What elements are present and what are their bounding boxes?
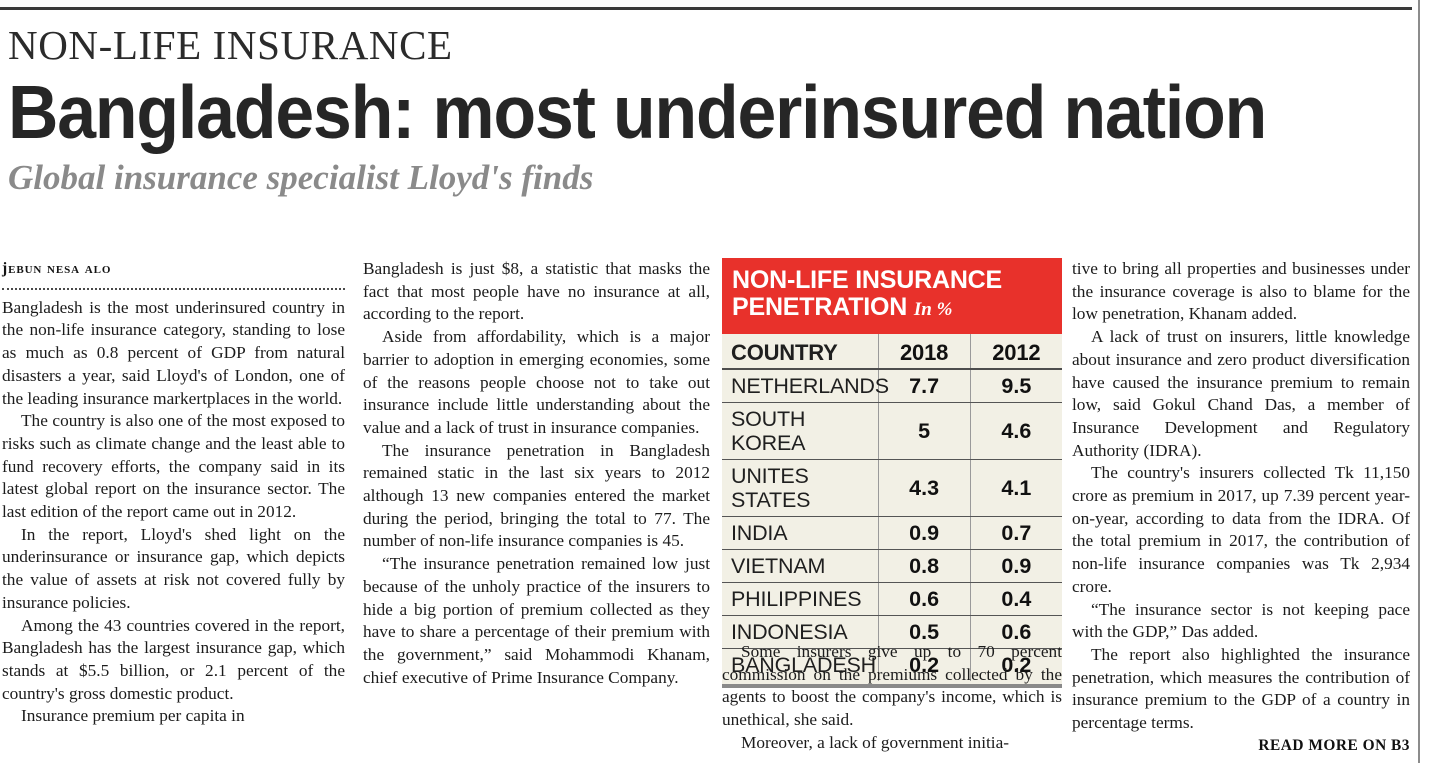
table-body: NETHERLANDS 7.7 9.5 SOUTH KOREA 5 4.6 UN… [722, 369, 1062, 681]
article-masthead: NON-LIFE INSURANCE Bangladesh: most unde… [8, 22, 1408, 198]
right-page-rule [1418, 0, 1420, 763]
table-footer-rule [722, 684, 1062, 688]
cell-2018: 0.6 [877, 582, 971, 616]
paragraph: The report also highlighted the insuranc… [1072, 644, 1410, 733]
cell-country: UNITES STATES [722, 459, 878, 517]
article-subhead: Global insurance specialist Lloyd's find… [8, 158, 594, 197]
table-unit-label: In % [913, 299, 953, 320]
table-row: PHILIPPINES 0.6 0.4 [722, 582, 1062, 616]
cell-2012: 0.9 [969, 549, 1062, 583]
paragraph: The country is also one of the most expo… [2, 411, 345, 522]
paragraph: Aside from affordability, which is a maj… [363, 327, 710, 437]
table-row: BANGLADESH 0.2 0.2 [722, 648, 1062, 681]
table-row: SOUTH KOREA 5 4.6 [722, 402, 1062, 460]
cell-country: INDIA [722, 516, 878, 550]
paragraph: The insurance penetration in Bangladesh … [363, 440, 710, 551]
table-header-row: COUNTRY 2018 2012 [722, 334, 1062, 370]
cell-2012: 4.6 [969, 402, 1062, 460]
paragraph: “The insurance sector is not keeping pac… [1072, 599, 1410, 642]
text-column-1: Jebun Nesa Alo Bangladesh is the most un… [2, 258, 345, 728]
paragraph: tive to bring all properties and busines… [1072, 259, 1410, 324]
table-row: NETHERLANDS 7.7 9.5 [722, 369, 1062, 403]
cell-2018: 4.3 [877, 459, 971, 517]
cell-2018: 7.7 [877, 369, 971, 403]
top-divider-rule [0, 7, 1412, 10]
cell-country: NETHERLANDS [722, 369, 889, 403]
read-more-link[interactable]: READ MORE ON B3 [1258, 736, 1410, 754]
cell-2012: 9.5 [969, 369, 1062, 403]
cell-country: VIETNAM [722, 549, 878, 583]
article-body: Jebun Nesa Alo Bangladesh is the most un… [0, 258, 1415, 758]
table-row: INDONESIA 0.5 0.6 [722, 615, 1062, 649]
byline-divider [2, 287, 345, 290]
table-row: UNITES STATES 4.3 4.1 [722, 459, 1062, 517]
cell-2012: 4.1 [969, 459, 1062, 517]
cell-2018: 0.5 [877, 615, 971, 649]
cell-2012: 0.4 [969, 582, 1062, 616]
table-title-line-1: NON-LIFE INSURANCE [732, 266, 1003, 294]
cell-country: INDONESIA [722, 615, 878, 649]
cell-2018: 0.2 [877, 648, 971, 681]
penetration-table-card: NON-LIFE INSURANCE PENETRATION In % COUN… [722, 258, 1062, 688]
byline: Jebun Nesa Alo [2, 260, 112, 277]
paragraph: Among the 43 countries covered in the re… [2, 615, 345, 703]
column-header-2018: 2018 [877, 334, 971, 370]
table-row: INDIA 0.9 0.7 [722, 516, 1062, 550]
cell-2012: 0.6 [969, 615, 1062, 649]
paragraph: “The insurance penetration remained low … [363, 554, 710, 687]
text-column-2: Bangladesh is just $8, a statistic that … [363, 258, 710, 689]
table-title-line-2: PENETRATION [732, 293, 908, 321]
table-row: VIETNAM 0.8 0.9 [722, 549, 1062, 583]
section-kicker: NON-LIFE INSURANCE [8, 22, 453, 68]
cell-country: PHILIPPINES [722, 582, 878, 616]
cell-2012: 0.2 [969, 648, 1062, 681]
cell-2018: 5 [877, 402, 971, 460]
cell-2018: 0.8 [877, 549, 971, 583]
paragraph: Bangladesh is the most underinsured coun… [2, 297, 345, 408]
penetration-table: COUNTRY 2018 2012 NETHERLANDS 7.7 9.5 SO… [722, 334, 1062, 681]
paragraph: In the report, Lloyd's shed light on the… [2, 524, 345, 612]
paragraph: Insurance premium per capita in [21, 706, 245, 726]
page-title: Bangladesh: most underinsured nation [8, 70, 1267, 154]
paragraph: A lack of trust on insurers, little know… [1072, 327, 1410, 460]
cell-country: SOUTH KOREA [722, 402, 878, 460]
table-title-banner: NON-LIFE INSURANCE PENETRATION In % [722, 258, 1062, 334]
cell-2018: 0.9 [877, 516, 971, 550]
table-bottom-padding [722, 681, 1062, 684]
text-column-3: Some insurers give up to 70 percent comm… [722, 641, 1062, 755]
paragraph: Bangladesh is just $8, a statistic that … [363, 259, 710, 324]
paragraph: Moreover, a lack of government initia- [741, 732, 1010, 752]
paragraph: Some insurers give up to 70 percent comm… [722, 642, 1062, 730]
text-column-4: tive to bring all properties and busines… [1072, 258, 1410, 757]
column-header-country: COUNTRY [722, 334, 878, 370]
column-header-2012: 2012 [969, 334, 1062, 370]
paragraph: The country's insurers collected Tk 11,1… [1072, 463, 1410, 596]
cell-2012: 0.7 [969, 516, 1062, 550]
cell-country: BANGLADESH [731, 652, 876, 677]
